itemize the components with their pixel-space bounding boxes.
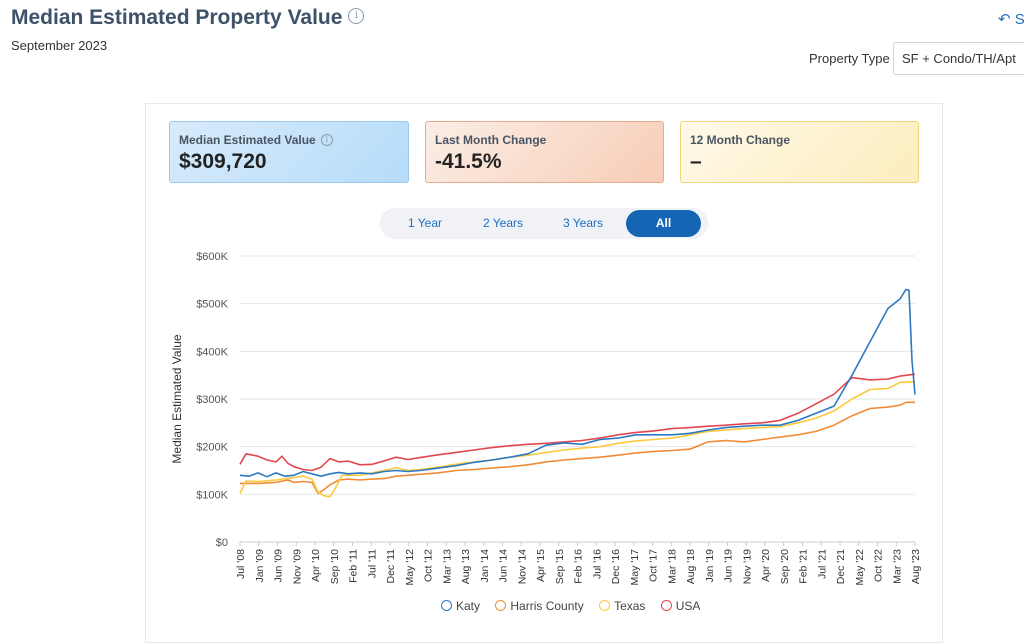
page-title: Median Estimated Property Value i [11, 6, 365, 30]
tab-all[interactable]: All [626, 210, 701, 237]
x-tick-label: Sep '10 [329, 549, 341, 584]
median-value: $309,720 [179, 150, 267, 173]
legend-swatch-harris-county [495, 600, 507, 612]
legend-label-usa: USA [675, 599, 701, 613]
legend-item-katy[interactable]: Katy [441, 599, 480, 613]
time-range-tabs: 1 Year 2 Years 3 Years All [380, 208, 708, 239]
legend-item-texas[interactable]: Texas [599, 599, 645, 613]
x-tick-label: Jun '19 [723, 549, 735, 583]
x-tick-label: Apr '15 [535, 549, 547, 582]
legend-label-harris-county: Harris County [510, 599, 584, 613]
x-tick-label: Aug '13 [460, 549, 472, 584]
x-tick-label: Feb '16 [573, 549, 585, 584]
x-tick-label: Jun '14 [498, 549, 510, 583]
x-tick-label: Mar '18 [666, 549, 678, 584]
x-tick-label: Jul '11 [366, 549, 378, 578]
share-icon: ↶ [998, 11, 1011, 28]
y-tick-label: $300K [196, 394, 228, 406]
x-tick-label: Mar '13 [441, 549, 453, 584]
x-tick-label: Oct '17 [648, 549, 660, 582]
x-tick-label: Sep '20 [779, 549, 791, 584]
tab-1-year[interactable]: 1 Year [407, 216, 443, 230]
x-tick-label: Dec '21 [835, 549, 847, 584]
share-label: S [1014, 11, 1024, 28]
legend-label-katy: Katy [456, 599, 481, 613]
x-tick-label: Oct '12 [423, 549, 435, 582]
x-tick-label: Jan '19 [704, 549, 716, 583]
x-tick-label: Jul '21 [816, 549, 828, 579]
share-button[interactable]: ↶ S [998, 10, 1024, 28]
x-tick-label: Feb '21 [798, 549, 810, 584]
legend-item-usa[interactable]: USA [660, 599, 701, 613]
tab-3-years[interactable]: 3 Years [562, 216, 604, 230]
legend-swatch-katy [441, 600, 452, 612]
x-tick-label: Nov '09 [291, 549, 303, 584]
x-tick-label: Jan '14 [479, 549, 491, 583]
median-value-card: Median Estimated Value i $309,720 [169, 121, 409, 183]
x-tick-label: Aug '23 [910, 549, 922, 584]
y-tick-label: $200K [196, 442, 228, 454]
x-tick-label: May '22 [854, 549, 866, 586]
x-tick-label: Jul '16 [591, 549, 603, 579]
page-title-text: Median Estimated Property Value [11, 6, 343, 29]
y-tick-label: $0 [216, 537, 228, 549]
series-line-harris-county [240, 401, 915, 495]
legend-swatch-texas [599, 600, 611, 612]
x-tick-label: Jun '09 [273, 549, 285, 583]
y-tick-label: $500K [196, 299, 228, 311]
median-value-label: Median Estimated Value i [179, 133, 333, 147]
last-month-change-label: Last Month Change [435, 133, 547, 147]
last-month-change-value: -41.5% [435, 150, 502, 173]
median-info-icon[interactable]: i [320, 133, 333, 146]
x-tick-label: Jan '09 [254, 549, 266, 583]
y-tick-label: $400K [196, 346, 228, 358]
legend-item-harris-county[interactable]: Harris County [495, 599, 584, 613]
x-tick-label: Jul '08 [235, 549, 247, 579]
property-type-label: Property Type [809, 51, 890, 66]
page-subtitle: September 2023 [11, 38, 108, 53]
x-tick-label: Apr '20 [760, 549, 772, 582]
info-icon[interactable]: i [348, 8, 365, 25]
legend-label-texas: Texas [614, 599, 646, 613]
x-tick-label: Dec '11 [385, 549, 397, 584]
legend-swatch-usa [660, 600, 672, 612]
twelve-month-change-label: 12 Month Change [690, 133, 791, 147]
x-tick-label: Feb '11 [348, 549, 360, 583]
x-tick-label: Nov '14 [516, 549, 528, 584]
x-tick-label: Aug '18 [685, 549, 697, 584]
x-tick-label: Nov '19 [741, 549, 753, 584]
x-tick-label: Mar '23 [891, 549, 903, 584]
line-chart: $0 $100K $200K $300K $400K $500K $600K Median E… [170, 251, 922, 586]
x-tick-label: Oct '22 [873, 549, 885, 582]
tab-2-years[interactable]: 2 Years [482, 216, 524, 230]
twelve-month-change-value: – [690, 150, 702, 173]
property-type-select[interactable]: SF + Condo/TH/Apt [893, 42, 1024, 75]
x-tick-label: May '12 [404, 549, 416, 586]
last-month-change-card: Last Month Change -41.5% [425, 121, 664, 183]
twelve-month-change-card: 12 Month Change – [680, 121, 919, 183]
median-value-label-text: Median Estimated Value [179, 133, 316, 147]
chart-panel [145, 103, 943, 643]
x-tick-label: Apr '10 [310, 549, 322, 582]
y-tick-label: $100K [196, 489, 228, 501]
x-tick-label: May '17 [629, 549, 641, 586]
series-line-katy [239, 288, 916, 478]
x-tick-label: Dec '16 [610, 549, 622, 584]
y-axis-label: Median Estimated Value [170, 334, 184, 464]
series-line-usa [239, 373, 916, 472]
y-tick-label: $600K [196, 251, 228, 263]
chart-legend: Katy Harris County Texas USA [441, 599, 712, 615]
x-tick-label: Sep '15 [554, 549, 566, 584]
